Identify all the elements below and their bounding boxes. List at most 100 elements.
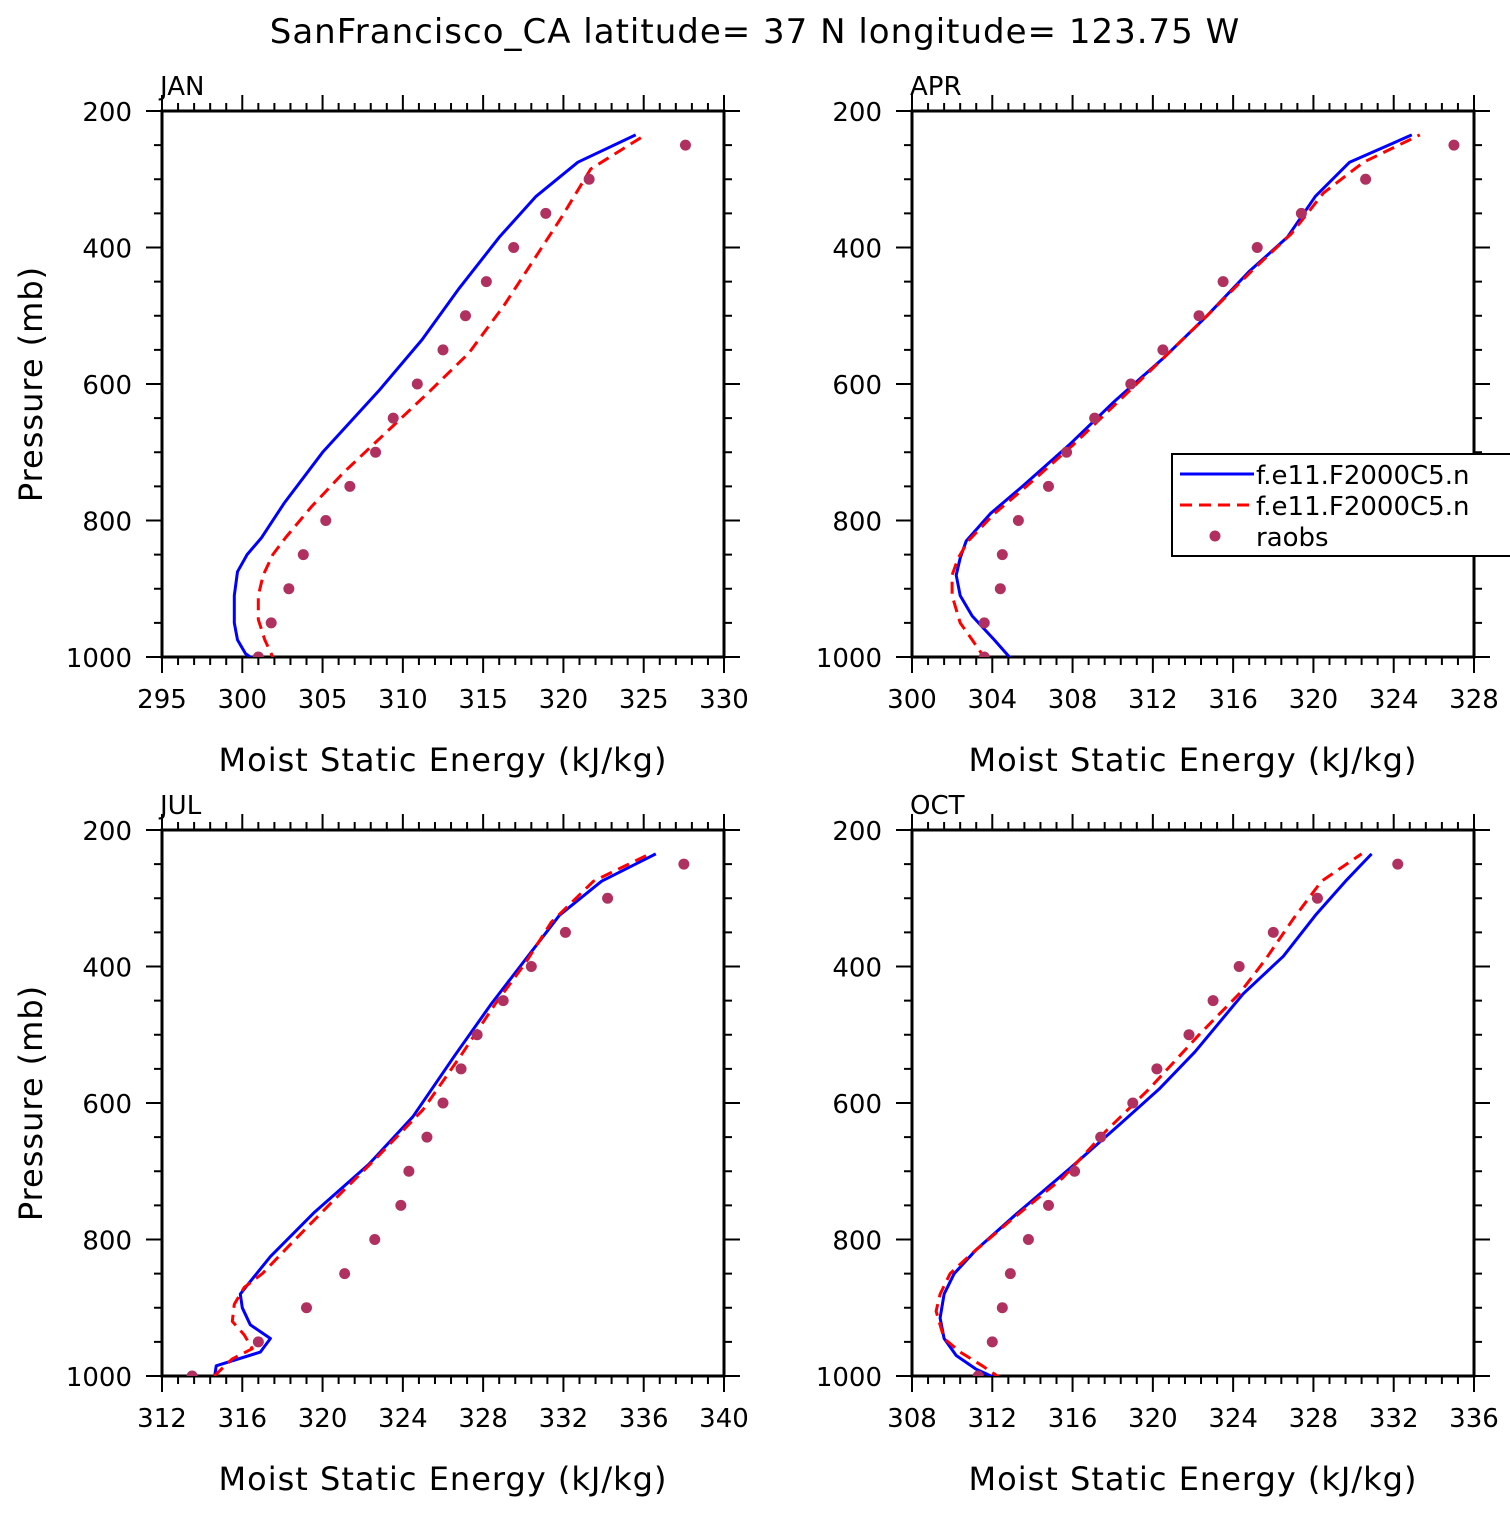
legend-label: raobs [1256,523,1329,553]
raobs-point [986,1336,998,1348]
raobs-point [252,1336,264,1348]
raobs-point [1151,1063,1163,1075]
y-tick-label: 1000 [66,644,132,674]
y-tick-label: 400 [82,235,132,265]
plot-frame [160,109,726,659]
raobs-point [265,617,277,629]
model2-line [950,133,1421,657]
x-tick-label: 328 [458,1404,508,1434]
x-tick-label: 305 [298,685,348,715]
raobs-point [1042,480,1054,492]
y-tick-label: 800 [832,1227,882,1257]
panel-title: OCT [910,791,965,821]
raobs-point [411,378,423,390]
series-group [934,852,1404,1376]
raobs-point [1448,139,1460,151]
x-tick-label: 324 [1369,685,1419,715]
raobs-point [395,1199,407,1211]
x-tick-label: 308 [887,1404,937,1434]
y-tick-label: 800 [832,508,882,538]
y-tick-label: 600 [82,371,132,401]
plot-frame [910,109,1476,659]
y-axis-label: Pressure (mb) [12,985,50,1221]
raobs-point [369,1234,381,1245]
raobs-point [1267,926,1279,938]
y-tick-label: 800 [82,1227,132,1257]
raobs-point [339,1268,351,1280]
y-tick-label: 400 [832,235,882,265]
raobs-point [1061,446,1073,458]
x-axis-label: Moist Static Energy (kJ/kg) [969,1460,1418,1498]
model1-line [232,133,637,657]
raobs-point [387,412,399,424]
raobs-point [301,1302,313,1314]
y-tick-label: 200 [832,98,882,128]
panel-title: JUL [158,791,202,821]
x-axis-label: Moist Static Energy (kJ/kg) [969,741,1418,779]
y-tick-label: 600 [832,1090,882,1120]
x-tick-label: 300 [887,685,937,715]
y-tick-label: 200 [832,817,882,847]
raobs-point [1004,1268,1016,1280]
raobs-point [1217,276,1229,288]
x-tick-label: 308 [1048,685,1098,715]
x-tick-label: 328 [1289,1404,1339,1434]
y-tick-label: 400 [82,954,132,984]
y-tick-label: 800 [82,508,132,538]
series-group [950,133,1460,657]
raobs-point [996,549,1008,561]
y-tick-label: 1000 [816,1363,882,1393]
x-tick-label: 316 [1208,685,1258,715]
raobs-point [403,1165,415,1177]
raobs-point [559,926,571,938]
raobs-point [1183,1029,1195,1041]
y-tick-label: 1000 [66,1363,132,1393]
x-tick-label: 332 [1369,1404,1419,1434]
raobs-point [996,1302,1008,1314]
raobs-point [1042,1199,1054,1211]
x-tick-label: 340 [699,1404,749,1434]
x-tick-label: 316 [217,1404,267,1434]
x-tick-label: 330 [699,685,749,715]
raobs-point [994,583,1006,595]
x-axis-label: Moist Static Energy (kJ/kg) [219,741,668,779]
plot-frame [910,828,1476,1378]
x-tick-label: 304 [967,685,1017,715]
x-axis-label: Moist Static Energy (kJ/kg) [219,1460,668,1498]
raobs-point [508,242,520,253]
x-tick-label: 320 [298,1404,348,1434]
raobs-point [437,344,449,356]
raobs-point [678,858,690,870]
raobs-point [679,139,691,151]
series-group [186,852,690,1376]
raobs-point [1157,344,1169,356]
raobs-point [1022,1234,1034,1245]
raobs-point [1360,173,1372,185]
raobs-point [437,1097,449,1109]
raobs-point [480,276,492,288]
x-tick-label: 316 [1048,1404,1098,1434]
raobs-point [370,446,382,458]
raobs-point [1311,892,1323,904]
panel-jan: 295 300 305 310 315 320 325 330 200 400 600 800 1000… [12,72,749,779]
raobs-point [525,961,537,972]
model2-line [256,133,647,657]
raobs-point [459,310,471,322]
raobs-point [1233,961,1245,972]
x-tick-label: 312 [137,1404,187,1434]
x-tick-label: 320 [1289,685,1339,715]
legend-label: f.e11.F2000C5.n [1256,492,1469,522]
x-tick-label: 336 [619,1404,669,1434]
raobs-point [297,549,309,561]
figure-title: SanFrancisco_CA latitude= 37 N longitude… [269,12,1241,52]
raobs-point [540,207,552,219]
raobs-point [1392,858,1404,870]
panel-oct: 308 312 316 320 324 328 332 336 200 400 600 800 1000… [816,791,1499,1498]
panel-title: APR [910,72,962,102]
x-tick-label: 310 [378,685,428,715]
raobs-point [497,995,509,1007]
raobs-point [978,651,990,657]
raobs-point [602,892,614,904]
